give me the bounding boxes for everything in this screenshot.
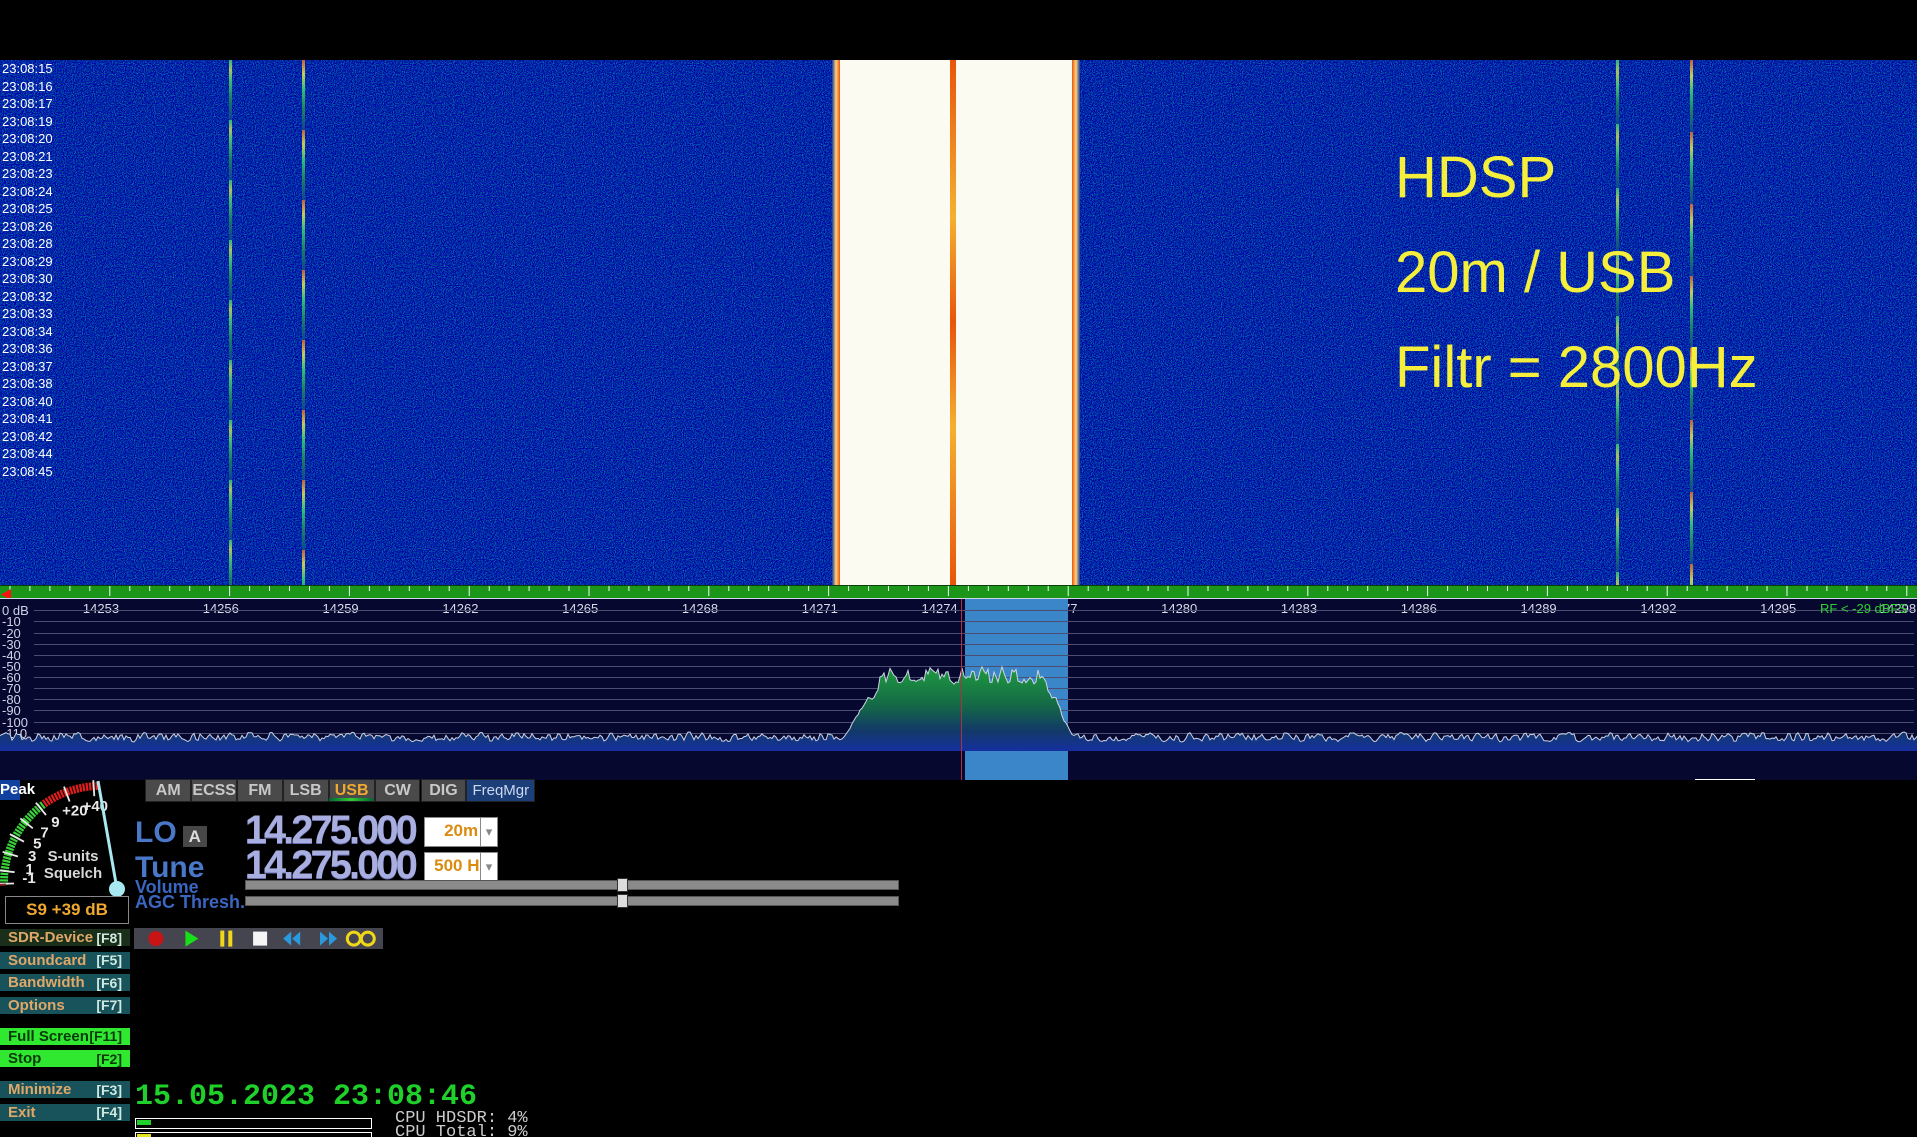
svg-text:9: 9 bbox=[51, 814, 59, 831]
svg-text:7: 7 bbox=[40, 825, 48, 842]
